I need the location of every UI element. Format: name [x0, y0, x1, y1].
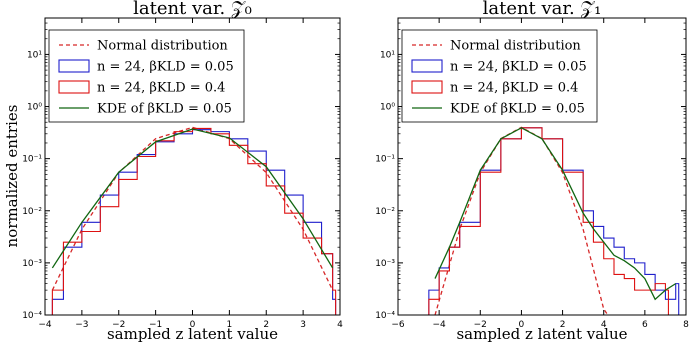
series-line-2 [51, 127, 337, 315]
series-line-3 [51, 128, 334, 269]
x-tick-label: −2 [474, 320, 487, 330]
x-tick-label: 0 [519, 320, 525, 330]
y-tick-label: 10⁻⁴ [375, 311, 395, 321]
x-tick-label: 1 [227, 320, 233, 330]
legend-swatch [58, 80, 90, 94]
legend: Normal distribution n = 24, βKLD = 0.05 n … [401, 29, 598, 123]
legend-swatch [411, 59, 443, 73]
legend: Normal distribution n = 24, βKLD = 0.05 n … [48, 29, 245, 123]
series-line-0 [51, 126, 334, 291]
y-tick-label: 10⁻³ [375, 259, 395, 269]
y-tick-label: 10⁰ [27, 103, 42, 113]
legend-entry: n = 24, βKLD = 0.05 [97, 60, 234, 75]
x-tick-label: −4 [38, 320, 52, 330]
x-tick-label: 6 [642, 320, 648, 330]
legend-entry: n = 24, βKLD = 0.4 [450, 81, 578, 96]
y-axis-label: normalized entries [3, 105, 21, 248]
legend-entry: KDE of βKLD = 0.05 [450, 102, 585, 117]
x-tick-label: −3 [75, 320, 88, 330]
series-line-1 [51, 129, 337, 315]
x-tick-label: 0 [190, 320, 196, 330]
x-axis-label: sampled z latent value [107, 325, 278, 343]
y-tick-label: 10⁻² [375, 207, 395, 217]
x-tick-label: 4 [337, 320, 343, 330]
series-group [51, 126, 337, 315]
legend-box [401, 29, 598, 123]
x-tick-label: 4 [601, 320, 607, 330]
series-group [428, 126, 680, 315]
y-tick-label: 10¹ [27, 50, 42, 60]
y-tick-label: 10¹ [380, 50, 395, 60]
chart-panel-1: −6 −4 −2 0 2 4 6 8 10⁻⁴ 10⁻³ 10⁻² 10⁻¹ 10⁰ 10¹ latent … [375, 0, 689, 343]
legend-swatch [58, 59, 90, 73]
legend-entry: Normal distribution [450, 39, 581, 54]
y-tick-label: 10⁰ [380, 103, 395, 113]
x-tick-label: 8 [683, 320, 689, 330]
series-line-0 [434, 126, 609, 315]
chart-panel-0: −4 −3 −2 −1 0 1 2 3 4 10⁻⁴ 10⁻³ 10⁻² 10⁻¹ 10⁰ 10¹ laten… [22, 0, 343, 343]
x-tick-label: 2 [263, 320, 269, 330]
series-line-3 [434, 127, 677, 301]
series-line-2 [428, 127, 669, 315]
x-tick-label: −1 [149, 320, 162, 330]
y-tick-label: 10⁻⁴ [22, 311, 42, 321]
y-tick-label: 10⁻² [22, 207, 42, 217]
legend-entry: n = 24, βKLD = 0.05 [450, 60, 587, 75]
chart-title: latent var. 𝒵₁ [483, 0, 602, 19]
chart-title: latent var. 𝒵₀ [133, 0, 252, 19]
legend-swatch [411, 80, 443, 94]
legend-entry: KDE of βKLD = 0.05 [97, 102, 232, 117]
y-tick-label: 10⁻¹ [375, 155, 395, 165]
y-tick-label: 10⁻¹ [22, 155, 42, 165]
x-tick-label: −4 [433, 320, 447, 330]
legend-entry: Normal distribution [97, 39, 228, 54]
x-tick-label: 3 [300, 320, 306, 330]
x-axis-label: sampled z latent value [456, 325, 627, 343]
x-tick-label: 2 [560, 320, 566, 330]
y-tick-label: 10⁻³ [22, 259, 42, 269]
legend-entry: n = 24, βKLD = 0.4 [97, 81, 225, 96]
x-tick-label: −2 [112, 320, 125, 330]
x-tick-label: −6 [391, 320, 405, 330]
